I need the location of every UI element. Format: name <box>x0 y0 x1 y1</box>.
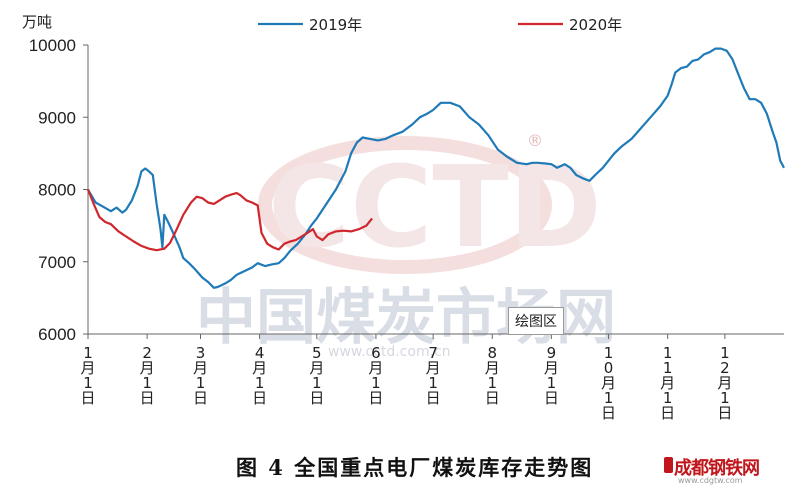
watermark-swoosh <box>258 136 552 274</box>
legend-label-2019: 2019年 <box>309 16 362 34</box>
series-layer <box>86 47 785 289</box>
legend-label-2020: 2020年 <box>569 16 622 34</box>
y-tick-label: 7000 <box>38 253 76 272</box>
watermark-registered-mark: ® <box>527 131 543 150</box>
y-tick-label: 10000 <box>29 36 76 55</box>
site-logo-name: 成都钢铁网 <box>674 458 760 479</box>
watermark-url: www.cctd.com.cn <box>328 344 451 360</box>
series-line-2020 <box>86 189 373 252</box>
legend: 2019年 2020年 <box>258 16 622 34</box>
logo-mark-icon <box>664 457 673 473</box>
site-logo-url: www.cdgtw.com <box>678 476 743 485</box>
plot-area-tooltip: 绘图区 <box>508 307 564 335</box>
y-tick-label: 6000 <box>38 325 76 344</box>
figure-caption: 图 4 全国重点电厂煤炭库存走势图 <box>236 455 594 480</box>
y-unit-label: 万吨 <box>22 13 52 31</box>
site-logo[interactable]: 成都钢铁网 www.cdgtw.com <box>664 454 784 485</box>
y-ticks: 6000 7000 8000 9000 10000 <box>29 36 88 344</box>
x-ticks: 1 月 1 日 2 月 1 日 3 月 1 日 4 月 1 日 5 月 1 日 6 月 1 日 7 月 1 日 8 月 1 日 9 月 1 日 1 0 月 1… <box>80 334 732 422</box>
watermark-logo: CCTD <box>268 143 602 273</box>
y-tick-label: 9000 <box>38 108 76 127</box>
y-tick-label: 8000 <box>38 181 76 200</box>
